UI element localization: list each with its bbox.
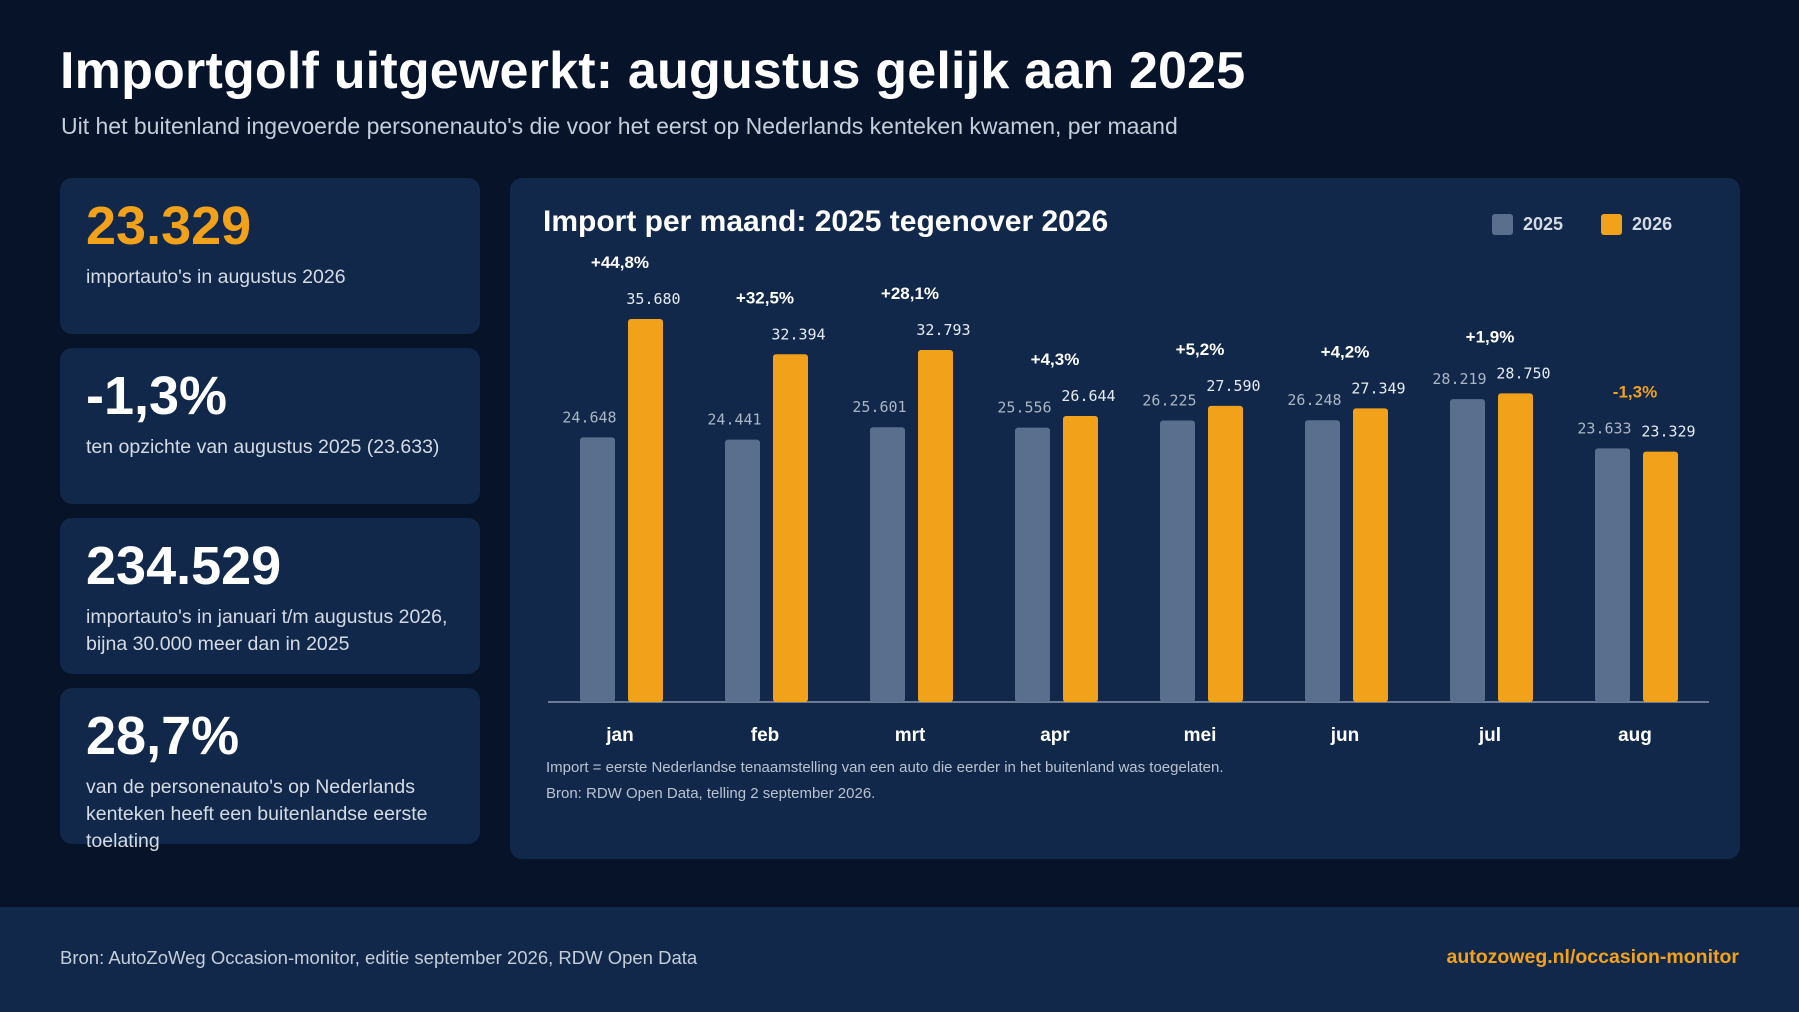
change-label-feb: +32,5% bbox=[736, 288, 794, 307]
data-label-2026-apr: 26.644 bbox=[1061, 387, 1115, 405]
x-tick-label-feb: feb bbox=[751, 725, 780, 746]
data-label-2025-mrt: 25.601 bbox=[852, 398, 906, 416]
bar-2025-jun bbox=[1305, 420, 1340, 702]
data-label-2025-apr: 25.556 bbox=[997, 399, 1051, 417]
bar-2026-mei bbox=[1208, 405, 1243, 702]
kpi-label: importauto's in augustus 2026 bbox=[86, 266, 346, 288]
kpi-value: 234.529 bbox=[86, 536, 282, 596]
change-label-jun: +4,2% bbox=[1321, 342, 1370, 361]
bar-2026-jan bbox=[628, 319, 663, 702]
x-tick-label-aug: aug bbox=[1618, 725, 1652, 746]
legend-swatch-2025 bbox=[1492, 213, 1513, 235]
data-label-2026-jul: 28.750 bbox=[1496, 364, 1550, 382]
change-label-mei: +5,2% bbox=[1176, 340, 1225, 359]
data-label-2025-jun: 26.248 bbox=[1287, 391, 1341, 409]
legend-item-2025: 2025 bbox=[1492, 213, 1564, 235]
data-label-2026-feb: 32.394 bbox=[771, 325, 825, 343]
page-title: Importgolf uitgewerkt: augustus gelijk a… bbox=[60, 42, 1246, 100]
data-label-2025-mei: 26.225 bbox=[1142, 391, 1196, 409]
x-tick-label-jun: jun bbox=[1330, 725, 1360, 746]
data-label-2026-jun: 27.349 bbox=[1351, 379, 1405, 397]
bar-2026-apr bbox=[1063, 415, 1098, 702]
footer-source: Bron: AutoZoWeg Occasion-monitor, editie… bbox=[60, 947, 698, 968]
data-label-2025-feb: 24.441 bbox=[707, 411, 761, 429]
data-label-2025-jan: 24.648 bbox=[562, 408, 616, 426]
change-label-mrt: +28,1% bbox=[881, 284, 939, 303]
kpi-card-change-vs-2025: -1,3% ten opzichte van augustus 2025 (23… bbox=[60, 348, 480, 504]
chart-panel: Import per maand: 2025 tegenover 2026 20… bbox=[510, 178, 1740, 859]
bar-2026-mrt bbox=[918, 349, 953, 702]
legend-label-2026: 2026 bbox=[1632, 213, 1673, 234]
footer-bar: Bron: AutoZoWeg Occasion-monitor, editie… bbox=[0, 907, 1799, 1012]
data-label-2026-aug: 23.329 bbox=[1641, 423, 1695, 441]
data-label-2025-jul: 28.219 bbox=[1432, 370, 1486, 388]
bar-2025-jul bbox=[1450, 399, 1485, 702]
kpi-value: -1,3% bbox=[86, 366, 228, 426]
footer-link[interactable]: autozoweg.nl/occasion-monitor bbox=[1446, 946, 1739, 968]
x-tick-label-mei: mei bbox=[1184, 725, 1217, 746]
kpi-card-ytd-imports: 234.529 importauto's in januari t/m augu… bbox=[60, 518, 480, 674]
kpi-card-august-imports: 23.329 importauto's in augustus 2026 bbox=[60, 178, 480, 334]
bar-2026-jun bbox=[1353, 408, 1388, 702]
kpi-value: 28,7% bbox=[86, 706, 240, 766]
x-tick-label-mrt: mrt bbox=[895, 725, 926, 746]
bar-2026-feb bbox=[773, 354, 808, 702]
bar-2025-apr bbox=[1015, 427, 1050, 702]
bar-2025-aug bbox=[1595, 448, 1630, 702]
chart-title: Import per maand: 2025 tegenover 2026 bbox=[543, 205, 1109, 238]
bar-2025-jan bbox=[580, 437, 615, 702]
bar-2025-feb bbox=[725, 439, 760, 702]
x-tick-label-apr: apr bbox=[1040, 725, 1070, 746]
data-label-2025-aug: 23.633 bbox=[1577, 419, 1631, 437]
page-subtitle: Uit het buitenland ingevoerde personenau… bbox=[61, 113, 1178, 139]
data-label-2026-mrt: 32.793 bbox=[916, 321, 970, 339]
kpi-label: importauto's in januari t/m augustus 202… bbox=[86, 606, 448, 655]
change-label-apr: +4,3% bbox=[1031, 350, 1080, 369]
change-label-jul: +1,9% bbox=[1466, 327, 1515, 346]
data-label-2026-jan: 35.680 bbox=[626, 290, 680, 308]
bar-2026-jul bbox=[1498, 393, 1533, 702]
data-label-2026-mei: 27.590 bbox=[1206, 377, 1260, 395]
kpi-label: van de personenauto's op Nederlands kent… bbox=[86, 776, 428, 852]
x-tick-label-jul: jul bbox=[1478, 725, 1501, 746]
legend-label-2025: 2025 bbox=[1523, 213, 1564, 234]
chart-legend: 2025 2026 bbox=[1492, 213, 1710, 235]
bar-2025-mrt bbox=[870, 427, 905, 702]
change-label-aug: -1,3% bbox=[1613, 382, 1657, 401]
bar-2025-mei bbox=[1160, 420, 1195, 702]
legend-swatch-2026 bbox=[1601, 213, 1623, 235]
legend-item-2026: 2026 bbox=[1601, 213, 1673, 235]
kpi-value: 23.329 bbox=[86, 196, 252, 256]
kpi-card-foreign-share: 28,7% van de personenauto's op Nederland… bbox=[60, 688, 480, 852]
chart-note-definition: Import = eerste Nederlandse tenaamstelli… bbox=[546, 759, 1224, 776]
bar-2026-aug bbox=[1643, 451, 1678, 702]
kpi-label: ten opzichte van augustus 2025 (23.633) bbox=[86, 436, 440, 458]
chart-note-source: Bron: RDW Open Data, telling 2 september… bbox=[546, 785, 876, 802]
x-tick-label-jan: jan bbox=[605, 725, 633, 746]
change-label-jan: +44,8% bbox=[591, 253, 649, 272]
